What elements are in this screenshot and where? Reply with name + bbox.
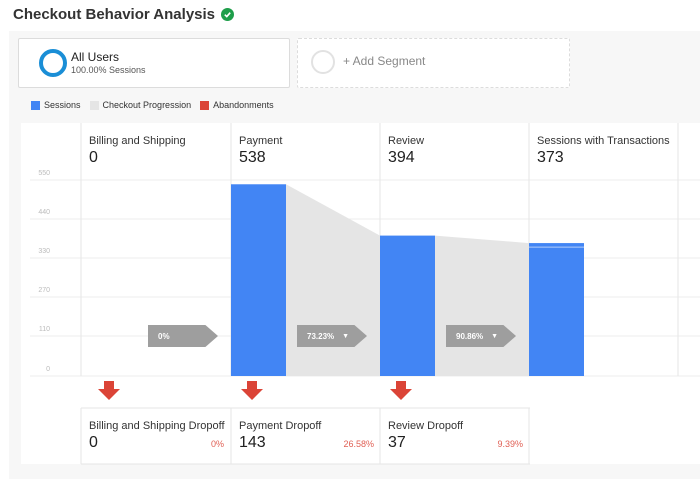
dropdown-caret-icon: ▼: [342, 332, 350, 340]
legend-swatch: [200, 100, 210, 110]
abandonment-arrow-icon: [390, 381, 412, 400]
legend-item-sessions: Sessions: [31, 100, 81, 110]
bar-transactions: [529, 243, 584, 376]
dropoff-label-payment: Payment Dropoff: [239, 420, 322, 432]
stage-value-billing: 0: [89, 149, 98, 166]
dropoff-pct-payment: 26.58%: [343, 439, 374, 449]
dropoff-value-review: 37: [388, 434, 406, 451]
stage-name-billing: Billing and Shipping: [89, 135, 186, 147]
verified-check-icon: [221, 8, 235, 21]
stage-value-review: 394: [388, 149, 415, 166]
y-tick-label: 0: [46, 366, 50, 373]
legend-swatch: [89, 100, 99, 110]
legend-label: Checkout Progression: [102, 100, 192, 110]
add-segment-label: + Add Segment: [343, 54, 426, 68]
progression-pct: 90.86%: [456, 331, 484, 341]
bar-payment: [231, 184, 286, 376]
y-tick-label: 330: [38, 248, 50, 255]
dropdown-caret-icon: ▼: [491, 332, 499, 340]
page-title: Checkout Behavior Analysis: [13, 6, 235, 23]
dropoff-label-billing: Billing and Shipping Dropoff: [89, 420, 225, 432]
segment-sessions: 100.00% Sessions: [71, 65, 146, 75]
stage-value-transactions: 373: [537, 149, 564, 166]
chart-legend: Sessions Checkout Progression Abandonmen…: [31, 100, 283, 110]
segment-ring-icon: [39, 49, 67, 77]
stage-name-review: Review: [388, 135, 425, 147]
legend-swatch: [31, 100, 40, 110]
stage-value-payment: 538: [239, 149, 266, 166]
abandonment-arrow-icon: [241, 381, 263, 400]
bar-review: [380, 235, 435, 376]
y-tick-label: 550: [38, 170, 50, 177]
add-segment-button[interactable]: + Add Segment: [297, 38, 570, 88]
page-title-text: Checkout Behavior Analysis: [13, 6, 216, 23]
progression-tag-payment[interactable]: 73.23% ▼: [297, 325, 367, 347]
y-tick-label: 110: [38, 326, 50, 333]
progression-pct: 73.23%: [307, 331, 335, 341]
y-tick-label: 270: [38, 287, 50, 294]
dropoff-label-review: Review Dropoff: [388, 420, 463, 432]
legend-item-abandonments: Abandonments: [200, 100, 274, 110]
segment-name: All Users: [71, 50, 120, 64]
segment-all-users[interactable]: All Users 100.00% Sessions: [18, 38, 290, 88]
legend-label: Abandonments: [213, 100, 274, 110]
dropoff-pct-billing: 0%: [210, 439, 224, 449]
progression-area: [286, 184, 380, 376]
progression-tag-billing: 0%: [148, 325, 218, 347]
dropoff-value-payment: 143: [239, 434, 266, 451]
legend-label: Sessions: [44, 100, 81, 110]
dropoff-value-billing: 0: [89, 434, 98, 451]
y-tick-label: 440: [38, 209, 50, 216]
legend-item-progression: Checkout Progression: [89, 100, 192, 110]
abandonment-arrow-icon: [98, 381, 120, 400]
dropoff-pct-review: 9.39%: [497, 439, 523, 449]
progression-area: [435, 235, 529, 376]
progression-pct: 0%: [158, 331, 170, 341]
stage-name-transactions: Sessions with Transactions: [537, 135, 670, 147]
empty-ring-icon: [311, 50, 335, 74]
stage-name-payment: Payment: [239, 135, 283, 147]
progression-tag-review[interactable]: 90.86% ▼: [446, 325, 516, 347]
